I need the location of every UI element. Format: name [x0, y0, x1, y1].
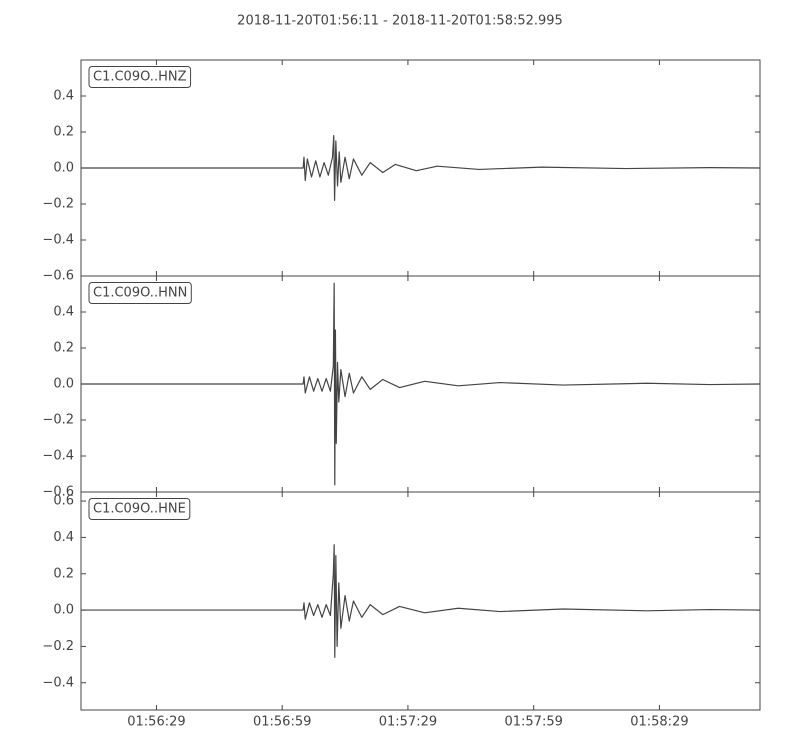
x-tick-label: 01:58:29	[630, 715, 688, 730]
x-tick-label: 01:57:59	[504, 715, 562, 730]
trace-label: C1.C09O..HNN	[93, 286, 187, 301]
x-tick-label: 01:56:59	[253, 715, 311, 730]
waveform	[81, 544, 761, 658]
trace-label-box	[88, 282, 192, 304]
panel-frame	[80, 491, 761, 711]
y-tick-label: 0.0	[53, 161, 74, 176]
y-tick-label: −0.2	[42, 639, 74, 654]
y-tick-label: −0.4	[42, 675, 74, 690]
y-tick-label: −0.2	[42, 197, 74, 212]
y-tick-label: 0.4	[53, 530, 74, 545]
y-tick-label: 0.2	[53, 566, 74, 581]
trace-label-box	[88, 498, 191, 520]
y-tick-label: −0.4	[42, 233, 74, 248]
y-tick-label: 0.0	[53, 603, 74, 618]
y-tick-label: 0.6	[53, 494, 74, 509]
trace-label-box	[88, 66, 192, 88]
waveform	[81, 135, 761, 201]
y-tick-label: −0.6	[42, 269, 74, 284]
y-tick-label: 0.0	[53, 377, 74, 392]
y-tick-label: 0.2	[53, 125, 74, 140]
y-tick-label: 0.2	[53, 341, 74, 356]
y-tick-label: −0.6	[42, 485, 74, 500]
trace-label: C1.C09O..HNE	[93, 502, 186, 517]
y-tick-label: 0.4	[53, 89, 74, 104]
x-tick-label: 01:56:29	[127, 715, 185, 730]
waveform	[81, 282, 761, 486]
chart-title: 2018-11-20T01:56:11 - 2018-11-20T01:58:5…	[237, 14, 563, 29]
y-tick-label: −0.2	[42, 413, 74, 428]
y-tick-label: 0.4	[53, 305, 74, 320]
y-tick-label: −0.4	[42, 449, 74, 464]
x-tick-label: 01:57:29	[379, 715, 437, 730]
trace-label: C1.C09O..HNZ	[93, 70, 187, 85]
